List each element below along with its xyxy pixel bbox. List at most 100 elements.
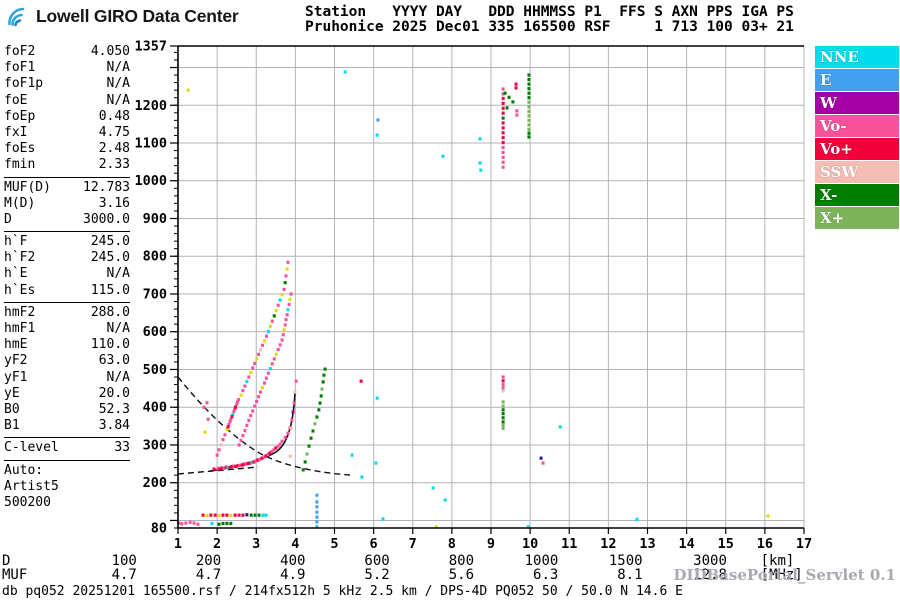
param-group: MUF(D) 12.783 M(D) 3.16 D 3000.0 — [4, 176, 130, 229]
legend-item-w: W — [815, 92, 899, 114]
x-axis-label: 7 — [409, 536, 417, 552]
y-axis-label: 400 — [143, 400, 167, 416]
y-axis-label: 900 — [143, 211, 167, 227]
ionogram-plot: 8020030040050060070080090010001100120013… — [134, 39, 812, 553]
axis-tick-labels: 8020030040050060070080090010001100120013… — [134, 39, 812, 553]
param-value: 110.0 — [90, 337, 130, 353]
x-axis-label: 13 — [639, 536, 655, 552]
param-row: hmE 110.0 — [4, 337, 130, 353]
param-value: 115.0 — [90, 282, 130, 298]
param-row: MUF(D) 12.783 — [4, 180, 130, 196]
param-row: Auto: — [4, 463, 130, 479]
y-axis-label: 200 — [143, 475, 167, 491]
param-row: h`F 245.0 — [4, 234, 130, 250]
param-group: hmF2 288.0 hmF1 N/A hmE 110.0 yF2 63.0 yF1 N/A yE 2… — [4, 301, 130, 435]
param-label: foEp — [4, 108, 36, 124]
param-label: Artist5 — [4, 478, 59, 494]
servlet-version-label: DIDBasePortal_Servlet 0.1 — [673, 566, 896, 584]
param-row: foEs 2.48 — [4, 141, 130, 157]
param-value: 245.0 — [90, 250, 130, 266]
param-row: yE 20.0 — [4, 386, 130, 402]
param-group: C-level 33 — [4, 437, 130, 456]
param-row: foF1p N/A — [4, 76, 130, 92]
param-label: foF1p — [4, 76, 44, 92]
param-label: h`E — [4, 266, 28, 282]
param-label: foF1 — [4, 60, 36, 76]
param-row: h`F2 245.0 — [4, 250, 130, 266]
param-value: N/A — [106, 369, 130, 385]
param-row: M(D) 3.16 — [4, 196, 130, 212]
legend-item-e: E — [815, 69, 899, 91]
x-axis-label: 17 — [796, 536, 812, 552]
legend-item-vo: Vo- — [815, 115, 899, 137]
param-value: 12.783 — [83, 179, 130, 195]
x-axis-label: 11 — [561, 536, 577, 552]
legend-item-vo: Vo+ — [815, 138, 899, 160]
param-row: B1 3.84 — [4, 418, 130, 434]
param-row: Artist5 — [4, 479, 130, 495]
x-axis-label: 16 — [757, 536, 773, 552]
x-axis-label: 1 — [174, 536, 182, 552]
param-row: foEp 0.48 — [4, 109, 130, 125]
param-value: 288.0 — [90, 304, 130, 320]
param-value: 2.33 — [98, 157, 130, 173]
lowell-giro-logo: Lowell GIRO Data Center — [6, 4, 239, 28]
param-row: yF1 N/A — [4, 370, 130, 386]
param-row: B0 52.3 — [4, 402, 130, 418]
artist-overlay-curves — [177, 376, 351, 476]
param-value: 3000.0 — [83, 211, 130, 227]
param-value: N/A — [106, 60, 130, 76]
direction-legend: NNE E W Vo- Vo+ SSW X- X+ — [815, 46, 899, 230]
muf-table: D 100 200 400 600 800 1000 1500 3000 [km… — [2, 553, 803, 583]
y-axis-label: 1357 — [134, 39, 167, 55]
legend-item-x: X- — [815, 184, 899, 206]
param-row: fmin 2.33 — [4, 157, 130, 173]
param-label: B0 — [4, 401, 20, 417]
param-row: foE N/A — [4, 93, 130, 109]
param-label: foF2 — [4, 44, 36, 59]
param-row: fxI 4.75 — [4, 125, 130, 141]
param-label: yF1 — [4, 369, 28, 385]
param-row: h`Es 115.0 — [4, 283, 130, 299]
ionogram-echo-points — [177, 70, 770, 529]
param-value: 63.0 — [98, 353, 130, 369]
param-label: yE — [4, 385, 20, 401]
record-info-line: db pq052 20251201 165500.rsf / 214fx512h… — [2, 584, 683, 599]
x-axis-label: 4 — [291, 536, 299, 552]
param-row: C-level 33 — [4, 440, 130, 456]
x-axis-label: 14 — [678, 536, 694, 552]
param-group: foF2 4.050 foF1 N/A foF1p N/A foE N/A foEp 0.48 fx… — [4, 44, 130, 174]
param-row: foF1 N/A — [4, 60, 130, 76]
param-value: 33 — [114, 440, 130, 456]
plot-gridlines — [178, 46, 805, 528]
logo-text: Lowell GIRO Data Center — [36, 5, 239, 26]
param-group: h`F 245.0 h`F2 245.0 h`E N/A h`Es 115.0 — [4, 231, 130, 299]
param-row: 500200 — [4, 495, 130, 511]
y-axis-label: 800 — [143, 249, 167, 265]
param-label: MUF(D) — [4, 179, 51, 195]
param-value: 3.16 — [98, 195, 130, 211]
param-value: 4.75 — [98, 124, 130, 140]
param-label: fmin — [4, 157, 36, 173]
y-axis-label: 80 — [151, 521, 167, 537]
param-row: D 3000.0 — [4, 212, 130, 228]
param-label: D — [4, 211, 12, 227]
station-header: Station YYYY DAY DDD HHMMSS P1 FFS S AXN… — [305, 5, 794, 34]
param-value: N/A — [106, 321, 130, 336]
station-header-line1: Station YYYY DAY DDD HHMMSS P1 FFS S AXN… — [305, 4, 794, 20]
y-axis-label: 1000 — [134, 173, 167, 189]
param-group: Auto: Artist5 500200 — [4, 459, 130, 512]
x-axis-label: 3 — [252, 536, 260, 552]
param-value: N/A — [106, 266, 130, 282]
parameter-panel: foF2 4.050 foF1 N/A foF1p N/A foE N/A foEp 0.48 fx… — [4, 44, 130, 511]
param-label: h`F — [4, 234, 28, 250]
param-value: 245.0 — [90, 234, 130, 250]
param-label: B1 — [4, 418, 20, 434]
param-row: foF2 4.050 — [4, 44, 130, 60]
param-label: 500200 — [4, 494, 51, 510]
param-label: h`F2 — [4, 250, 36, 266]
x-axis-label: 10 — [522, 536, 538, 552]
param-label: fxI — [4, 124, 28, 140]
param-value: 0.48 — [98, 108, 130, 124]
param-value: 52.3 — [98, 401, 130, 417]
